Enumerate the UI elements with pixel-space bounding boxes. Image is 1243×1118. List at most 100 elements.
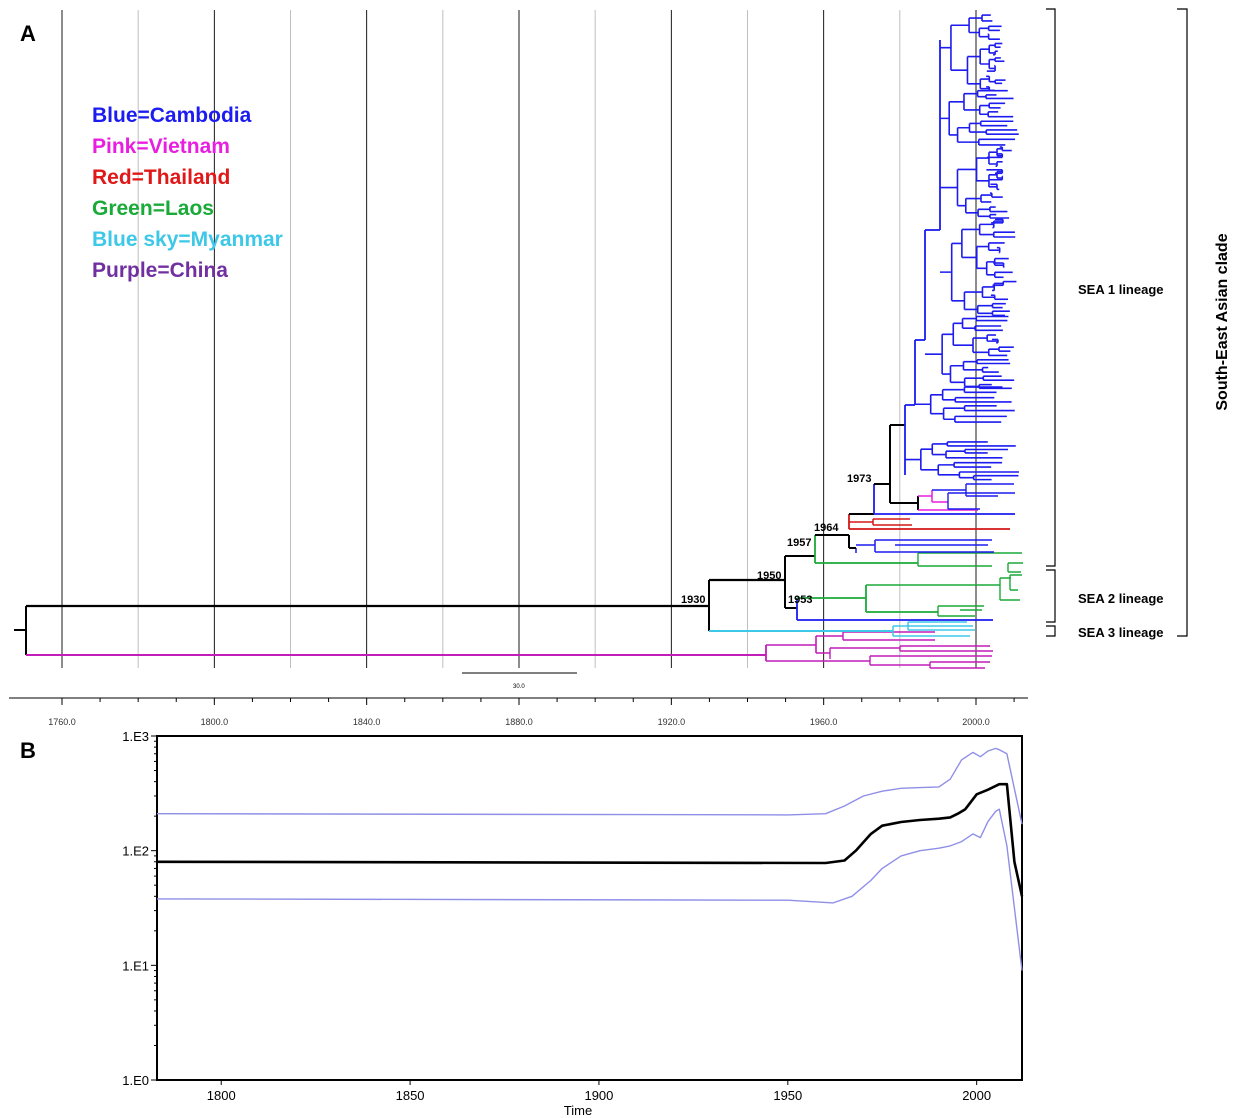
tree-branch [979,232,995,237]
tree-branch [930,408,945,420]
tree-branch [946,449,966,453]
tree-branch [899,645,993,652]
tree-branch [988,247,1001,253]
tree-branch [980,76,991,82]
sea3-bracket [1046,625,1056,637]
tree-branch [940,101,950,135]
tree-branch [942,365,952,383]
tree-branch [986,272,996,278]
legend-item-thailand: Red=Thailand [92,166,230,189]
tree-branch [943,405,966,411]
tree-branch [987,339,999,343]
tree-branch [962,316,978,321]
hpd-line [156,808,1023,971]
sea1-bracket [1046,8,1056,567]
tree-branch [951,229,963,258]
panel-a-tick-label: 1960.0 [810,717,838,727]
tree-branch [949,93,965,110]
tree-branch [932,451,947,458]
tree-branch [950,361,965,370]
tree-branch [964,305,979,314]
tree-branch [967,79,982,89]
tree-branch [988,148,998,156]
sea2-bracket [1046,569,1056,623]
node-label-1973: 1973 [847,473,871,485]
tree-branch [979,34,990,40]
sea1-lineage-label: SEA 1 lineage [1078,282,1164,297]
tree-branch [964,384,981,389]
x-tick-label: 2000 [962,1088,991,1103]
node-label-1953: 1953 [788,594,812,606]
panel-a-tick-label: 1800.0 [201,717,229,727]
tree-branch [940,25,952,71]
tree-branch [988,184,998,190]
tree-branch [930,389,944,400]
tree-branch [796,598,993,621]
tree-branch [905,449,922,470]
tree-branch [766,655,992,666]
tree-branch [988,347,1000,352]
tree-branch [976,242,990,251]
tree-branch [979,111,989,117]
panel-a-tick-label: 1840.0 [353,717,381,727]
tree-branch [957,198,967,213]
x-tick-label: 1950 [773,1088,802,1103]
tree-branch [950,378,966,387]
tree-branch [959,475,975,480]
tree-branch [994,263,1005,268]
tree-branch [979,103,990,108]
tree-branch [940,169,959,206]
panel-a-gridlines [61,10,977,668]
tree-branch [940,243,953,301]
tree-branch [947,492,1015,510]
tree-branch [932,483,1014,497]
legend-item-vietnam: Pink=Vietnam [92,135,230,158]
tree-branch [979,221,995,228]
tree-branch [957,123,971,133]
tree-branch [980,59,991,69]
x-tick-label: 1800 [207,1088,236,1103]
tree-branch [938,462,955,468]
scale-bar-label: 30.0 [513,684,525,690]
tree-branch [982,283,996,291]
phylogenetic-tree [14,14,1023,669]
y-tick-label: 1.E2 [122,844,149,859]
tree-branch [915,394,932,414]
tree-branch [994,281,1005,286]
tree-branch [989,51,996,55]
tree-branch [964,376,985,381]
tree-branch [950,56,969,84]
x-axis-title: Time [564,1103,592,1118]
tree-branch [917,552,1022,567]
tree-branch [943,416,956,423]
tree-branch [989,43,996,48]
panel-a-tick-label: 2000.0 [962,717,990,727]
tree-branch [929,661,990,669]
tree-branch [989,57,996,62]
tree-branch [976,174,990,187]
tree-branch [969,129,988,135]
hpd-line [156,747,1023,825]
node-label-1950: 1950 [757,570,781,582]
tree-branch [855,539,994,553]
tree-branch [938,471,961,478]
tree-branch [965,195,982,202]
tree-branch [979,26,990,31]
tree-branch [973,335,988,342]
panel-b-skyline-plot: B 1.E0 1.E1 1.E2 1.E3 1800 1850 1900 1950 2000 T… [20,729,1024,1118]
tree-branch [953,338,974,353]
sea-clade-bracket [1177,8,1188,637]
tree-branch [969,28,981,37]
panel-b-label: B [20,738,36,763]
tree-branch [951,292,966,310]
tree-branch [942,323,955,346]
panel-a-phylogeny: A Blue=Cambodia Pink=Vietnam Red=Thailan… [9,8,1231,727]
tree-branch [989,65,996,72]
panel-a-tick-label: 1920.0 [658,717,686,727]
tree-branch [989,80,996,84]
x-tick-label: 1900 [584,1088,613,1103]
panel-a-tick-label: 1880.0 [505,717,533,727]
y-tick-label: 1.E0 [122,1073,149,1088]
tree-branch [937,605,984,617]
